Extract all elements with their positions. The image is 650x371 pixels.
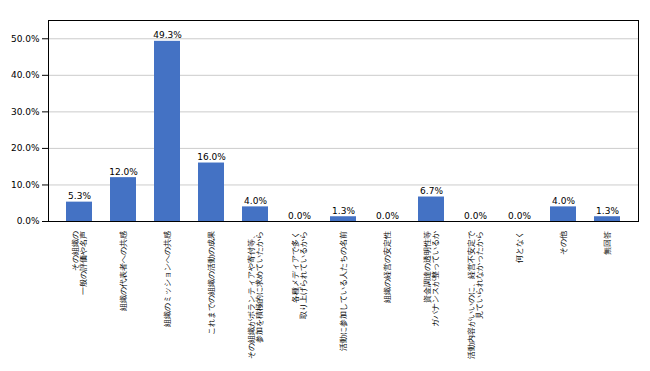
svg-text:その組織の一般の評価や名声: その組織の一般の評価や名声	[71, 231, 88, 295]
svg-text:30.0%: 30.0%	[11, 107, 40, 117]
svg-text:0.0%: 0.0%	[464, 211, 487, 221]
svg-text:組織のミッションへの共感: 組織のミッションへの共感	[163, 231, 172, 328]
svg-text:資金調達の透明性等ガバナンスが整っているか: 資金調達の透明性等ガバナンスが整っているか	[423, 231, 440, 327]
svg-text:4.0%: 4.0%	[244, 196, 267, 206]
svg-text:5.3%: 5.3%	[68, 191, 91, 201]
svg-text:50.0%: 50.0%	[11, 34, 40, 44]
svg-text:10.0%: 10.0%	[11, 180, 40, 190]
svg-text:40.0%: 40.0%	[11, 70, 40, 80]
svg-text:0.0%: 0.0%	[17, 216, 40, 226]
svg-text:何となく: 何となく	[515, 231, 524, 263]
svg-text:これまでの組織の活動の成果: これまでの組織の活動の成果	[207, 231, 216, 335]
svg-text:0.0%: 0.0%	[288, 211, 311, 221]
svg-text:組織の代表者への共感: 組織の代表者への共感	[119, 231, 128, 312]
svg-text:各種メディアで多く取り上げられているから: 各種メディアで多く取り上げられているから	[291, 231, 308, 319]
svg-text:無回答: 無回答	[603, 231, 612, 255]
svg-text:0.0%: 0.0%	[376, 211, 399, 221]
svg-text:49.3%: 49.3%	[153, 30, 182, 40]
svg-text:組織の経営の安定性: 組織の経営の安定性	[383, 231, 392, 304]
svg-text:活動に参加している人たちの名前: 活動に参加している人たちの名前	[339, 231, 348, 351]
svg-text:4.0%: 4.0%	[552, 196, 575, 206]
svg-text:活動内容がいいのに、経営不安定で見ていられなかったから: 活動内容がいいのに、経営不安定で見ていられなかったから	[467, 230, 484, 359]
svg-text:16.0%: 16.0%	[197, 152, 226, 162]
svg-text:20.0%: 20.0%	[11, 143, 40, 153]
svg-text:0.0%: 0.0%	[508, 211, 531, 221]
svg-text:その他: その他	[559, 231, 568, 255]
svg-text:1.3%: 1.3%	[596, 206, 619, 216]
svg-text:その組織がボランティアや寄付等、参加を積極的に求めていたから: その組織がボランティアや寄付等、参加を積極的に求めていたから	[247, 231, 264, 359]
svg-text:6.7%: 6.7%	[420, 186, 443, 196]
svg-text:12.0%: 12.0%	[109, 167, 138, 177]
svg-text:1.3%: 1.3%	[332, 206, 355, 216]
